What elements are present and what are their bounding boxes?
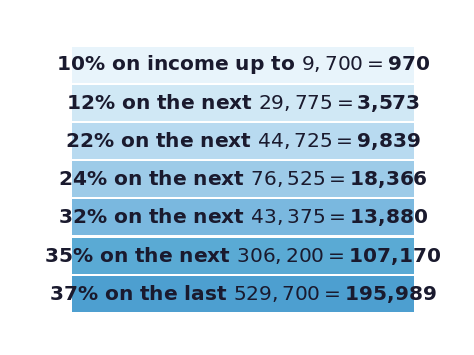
Bar	[72, 123, 414, 159]
Bar	[72, 85, 414, 121]
Bar	[72, 276, 414, 312]
Text: 10% on income up to $9,700 = $970: 10% on income up to $9,700 = $970	[56, 53, 430, 76]
Text: 32% on the next $43,375 = $13,880: 32% on the next $43,375 = $13,880	[58, 207, 428, 229]
Text: 22% on the next $44,725 = $9,839: 22% on the next $44,725 = $9,839	[65, 130, 421, 152]
Text: 37% on the last $529,700 = $195,989: 37% on the last $529,700 = $195,989	[49, 283, 437, 305]
Bar	[72, 47, 414, 83]
Bar	[72, 161, 414, 197]
Text: 35% on the next $306,200 = $107,170: 35% on the next $306,200 = $107,170	[45, 245, 441, 267]
Text: 12% on the next $29,775 = $3,573: 12% on the next $29,775 = $3,573	[66, 92, 420, 114]
Bar	[72, 237, 414, 274]
Bar	[72, 200, 414, 235]
Text: 24% on the next $76,525 = $18,366: 24% on the next $76,525 = $18,366	[58, 168, 428, 190]
